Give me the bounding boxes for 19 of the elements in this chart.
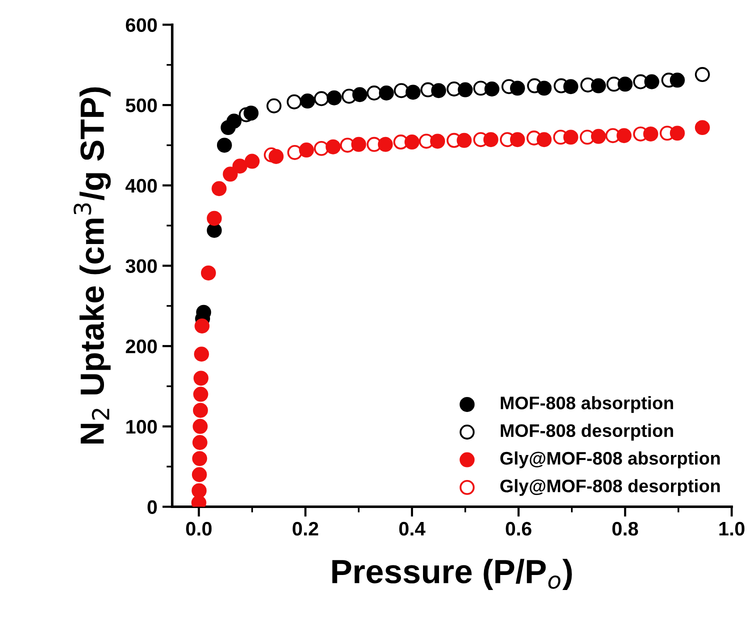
x-tick-label: 0.6 bbox=[506, 522, 532, 536]
y-tick-label: 300 bbox=[126, 259, 157, 274]
y-tick-label: 0 bbox=[148, 500, 157, 514]
legend-label: MOF-808 desorption bbox=[500, 424, 674, 441]
x-tick-label: 0.4 bbox=[399, 522, 426, 536]
y-tick-label: 400 bbox=[125, 178, 157, 193]
legend-label: Gly@MOF-808 desorption bbox=[500, 479, 720, 496]
y-tick-label: 500 bbox=[126, 98, 157, 112]
x-axis-title: Pressure (P/P$_{o}$) bbox=[332, 558, 572, 590]
x-tick-label: 0.2 bbox=[292, 522, 318, 536]
y-tick-label: 600 bbox=[126, 18, 157, 32]
y-tick-label: 200 bbox=[126, 340, 157, 354]
y-axis-title: N$_{2}$ Uptake (cm$^{3}$/g STP) bbox=[74, 87, 111, 444]
legend-label: Gly@MOF-808 absorption bbox=[500, 451, 720, 468]
legend-label: MOF-808 absorption bbox=[500, 396, 674, 413]
x-tick-label: 0.8 bbox=[612, 522, 638, 536]
x-tick-label: 0.0 bbox=[186, 522, 212, 536]
x-tick-label: 1.0 bbox=[719, 522, 744, 536]
y-tick-label: 100 bbox=[126, 420, 157, 434]
